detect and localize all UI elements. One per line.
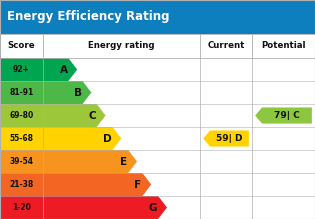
Bar <box>0 81 43 104</box>
Bar <box>0 150 43 173</box>
Bar <box>0 104 43 127</box>
Text: 21-38: 21-38 <box>9 180 33 189</box>
Polygon shape <box>43 104 106 127</box>
Bar <box>0 34 315 58</box>
Text: 59| D: 59| D <box>216 134 243 143</box>
Bar <box>0 196 43 219</box>
Text: G: G <box>149 203 157 212</box>
Polygon shape <box>43 173 151 196</box>
Text: B: B <box>74 88 82 97</box>
Text: 39-54: 39-54 <box>9 157 33 166</box>
Polygon shape <box>43 58 77 81</box>
Polygon shape <box>43 127 121 150</box>
Polygon shape <box>43 81 91 104</box>
Bar <box>0 127 43 150</box>
Text: Energy rating: Energy rating <box>88 41 155 51</box>
Text: Potential: Potential <box>261 41 306 51</box>
Text: 55-68: 55-68 <box>9 134 33 143</box>
Text: A: A <box>60 65 67 74</box>
Bar <box>0 58 43 81</box>
Polygon shape <box>43 150 137 173</box>
Text: 69-80: 69-80 <box>9 111 33 120</box>
Text: Score: Score <box>8 41 35 51</box>
Text: E: E <box>120 157 127 166</box>
Text: 1-20: 1-20 <box>12 203 31 212</box>
Text: Current: Current <box>207 41 245 51</box>
Text: C: C <box>88 111 96 120</box>
Polygon shape <box>203 131 249 147</box>
Text: Energy Efficiency Rating: Energy Efficiency Rating <box>7 11 169 23</box>
Polygon shape <box>43 196 167 219</box>
Bar <box>0 173 43 196</box>
Text: F: F <box>135 180 141 189</box>
Text: 92+: 92+ <box>13 65 30 74</box>
Bar <box>0 0 315 34</box>
Polygon shape <box>255 108 312 124</box>
Text: 81-91: 81-91 <box>9 88 33 97</box>
Text: D: D <box>103 134 112 143</box>
Text: 79| C: 79| C <box>274 111 300 120</box>
